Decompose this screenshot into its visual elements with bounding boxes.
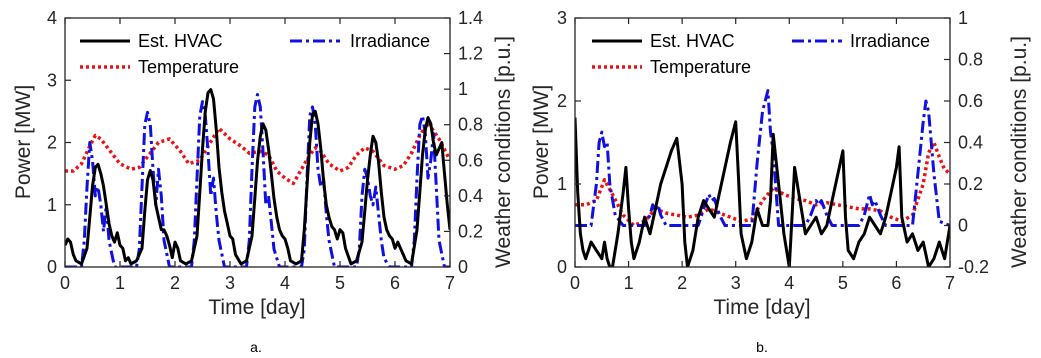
panel-a-y2tick-label: 1.2 xyxy=(458,44,483,64)
panel-a-ytick-label: 1 xyxy=(47,195,57,215)
panel-b-y2tick-label: 0.2 xyxy=(958,174,983,194)
panel-a-ytick-label: 0 xyxy=(47,257,57,277)
panel-b-xtick-label: 7 xyxy=(945,273,955,293)
panel-b-series-group xyxy=(575,89,950,267)
panel-a-xtick-label: 0 xyxy=(60,273,70,293)
panel-b-xtick-label: 1 xyxy=(624,273,634,293)
panel-b: 0 1 2 3 4 5 6 7 0 1 2 3 -0.2 0 0.2 0.4 0.6 0.8 1 Power [MW… xyxy=(530,8,1031,355)
panel-a-xtick-label: 3 xyxy=(225,273,235,293)
panel-b-xtick-label: 2 xyxy=(677,273,687,293)
panel-b-xtick-label: 5 xyxy=(838,273,848,293)
panel-a-y2tick-label: 0.6 xyxy=(458,150,483,170)
panel-a-series-group xyxy=(65,88,450,267)
panel-b-y2tick-label: 0.4 xyxy=(958,133,983,153)
panel-a-xlabel: Time [day] xyxy=(208,296,305,319)
panel-a-xtick-label: 1 xyxy=(115,273,125,293)
panel-b-y2tick-label: 0 xyxy=(958,216,968,236)
panel-a-y2tick-label: 0.4 xyxy=(458,186,483,206)
panel-b-xtick-label: 6 xyxy=(891,273,901,293)
panel-b-legend-label-hvac: Est. HVAC xyxy=(650,31,735,51)
panel-b-y2tick-label: -0.2 xyxy=(958,257,989,277)
panel-a-xtick-label: 4 xyxy=(280,273,290,293)
panel-b-y2tick-label: 0.8 xyxy=(958,50,983,70)
panel-b-y2tick-label: 0.6 xyxy=(958,91,983,111)
panel-b-xtick-label: 4 xyxy=(784,273,794,293)
panel-b-legend-label-temperature: Temperature xyxy=(650,57,751,77)
panel-b-series-irradiance xyxy=(575,89,950,227)
panel-a-legend-label-temperature: Temperature xyxy=(138,57,239,77)
panel-a-ylabel: Power [MW] xyxy=(12,85,35,199)
panel-b-ytick-label: 0 xyxy=(557,257,567,277)
panel-a-y2label: Weather conditions [p.u.] xyxy=(492,36,515,268)
panel-a-legend-label-hvac: Est. HVAC xyxy=(138,31,223,51)
panel-b-series-est-hvac xyxy=(575,117,950,267)
panel-a-series-temperature xyxy=(65,121,450,186)
panel-a-ytick-label: 4 xyxy=(47,8,57,28)
panel-a-xtick-label: 2 xyxy=(170,273,180,293)
panel-b-y2label: Weather conditions [p.u.] xyxy=(1008,36,1031,268)
panel-b-ylabel: Power [MW] xyxy=(530,85,553,199)
panel-b-ytick-label: 2 xyxy=(557,91,567,111)
panel-a-xtick-label: 7 xyxy=(445,273,455,293)
panel-b-caption: b. xyxy=(756,339,768,355)
panel-a-y2tick-label: 0.2 xyxy=(458,221,483,241)
panel-b-ytick-label: 1 xyxy=(557,174,567,194)
panel-b-xlabel: Time [day] xyxy=(713,296,810,319)
panel-b-legend-label-irradiance: Irradiance xyxy=(850,31,930,51)
panel-a-y2tick-label: 1.4 xyxy=(458,8,483,28)
panel-a-ytick-label: 2 xyxy=(47,133,57,153)
panel-a-y2tick-label: 1 xyxy=(458,79,468,99)
panel-a-xtick-label: 6 xyxy=(390,273,400,293)
panel-b-xtick-label: 0 xyxy=(570,273,580,293)
panel-a-y2tick-label: 0.8 xyxy=(458,115,483,135)
panel-a-plot-area xyxy=(65,18,450,267)
panel-a-legend: Est. HVAC Irradiance Temperature xyxy=(80,31,430,77)
panel-a-ytick-label: 3 xyxy=(47,70,57,90)
panel-a-series-est-hvac xyxy=(65,88,450,266)
panel-b-ytick-label: 3 xyxy=(557,8,567,28)
panel-a-xtick-label: 5 xyxy=(335,273,345,293)
panel-a-caption: a. xyxy=(250,339,262,355)
panel-a-legend-label-irradiance: Irradiance xyxy=(350,31,430,51)
panel-a-y2tick-label: 0 xyxy=(458,257,468,277)
panel-b-y2tick-label: 1 xyxy=(958,8,968,28)
panel-b-xtick-label: 3 xyxy=(731,273,741,293)
panel-b-legend: Est. HVAC Irradiance Temperature xyxy=(592,31,930,77)
panel-b-ticks: 0 1 2 3 4 5 6 7 0 1 2 3 -0.2 0 0.2 0.4 0.6 0.8 1 xyxy=(557,8,989,293)
